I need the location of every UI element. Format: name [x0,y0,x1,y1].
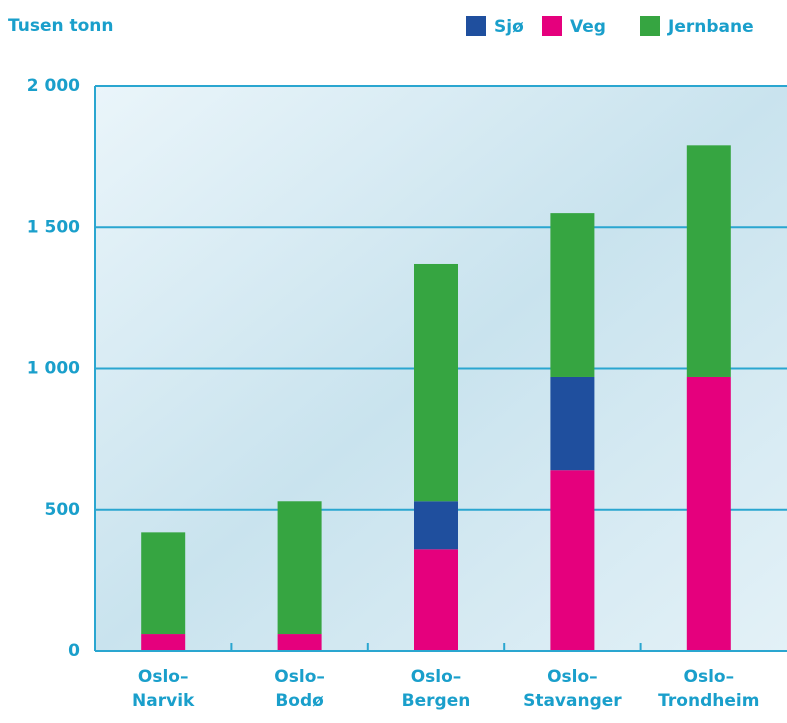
bar-segment [550,470,595,651]
legend-label: Veg [570,17,606,37]
x-tick-label: Oslo– Trondheim [658,667,759,711]
bar-segment [686,145,731,377]
x-tick-label: Oslo– Bodø [274,667,325,711]
x-tick-label: Oslo– Narvik [132,667,195,711]
bar-segment [277,634,322,651]
bar-segment [686,376,731,651]
x-tick-label: Oslo– Stavanger [523,667,622,711]
y-tick-label: 2 000 [27,76,80,96]
legend-label: Sjø [494,17,524,37]
bar-segment [414,501,458,550]
bar-segment [414,549,458,651]
bar-segment [141,634,186,651]
bar-segment [550,376,595,471]
legend-label: Jernbane [667,17,754,37]
y-tick-label: 500 [45,500,81,520]
y-tick-label: 1 000 [27,359,80,379]
legend-swatch [640,16,660,36]
bar-segment [277,501,322,635]
legend-swatch [466,16,486,36]
x-tick-label: Oslo– Bergen [402,667,471,711]
bar-segment [141,532,186,635]
bar-segment [414,263,458,502]
y-tick-label: 0 [68,641,80,661]
y-tick-label: 1 500 [27,217,80,237]
legend-swatch [542,16,562,36]
bar-segment [550,213,595,377]
y-axis-label: Tusen tonn [8,16,114,36]
